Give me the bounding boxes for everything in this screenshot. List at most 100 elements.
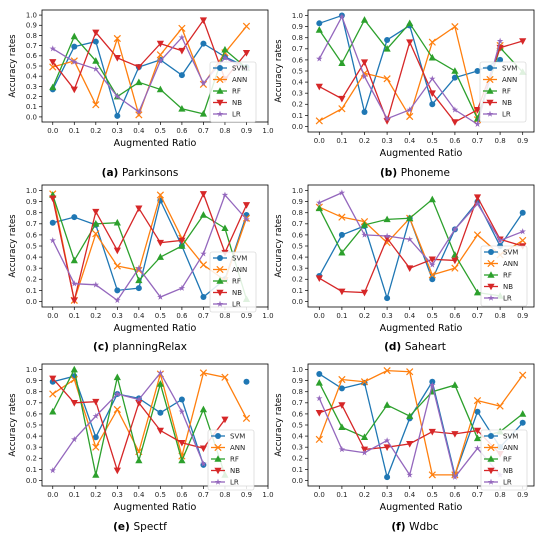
data-point-nb [92,398,100,406]
data-point-rf [178,242,186,249]
data-point-lr [221,191,229,198]
legend: SVM ANN RF NB LR [209,61,257,123]
data-point-nb [178,439,186,447]
data-point-nb [92,29,100,37]
data-point-lr [383,115,391,122]
data-point-rf [383,45,391,52]
data-point-rf [315,26,323,33]
data-point-lr [361,449,368,456]
y-tick-label: 0.2 [292,276,303,284]
legend-marker [486,110,494,117]
data-point-nb [49,59,57,66]
data-point-nb [242,202,251,209]
data-point-lr [49,237,56,244]
data-point-nb [473,427,482,435]
x-tick-label: 0.2 [90,312,101,320]
data-point-ann [338,105,346,113]
legend-label-ann: ANN [502,76,517,84]
x-tick-label: 0.8 [219,127,230,135]
data-point-svm [316,370,323,377]
data-point-lr [361,73,368,80]
data-point-nb [178,237,186,245]
panel-caption: (b) Phoneme [380,167,450,179]
x-tick-label: 0.9 [517,312,528,320]
legend-marker [216,87,224,94]
legend-marker [487,467,495,475]
legend-label-ann: ANN [232,266,247,274]
legend-label-rf: RF [232,278,241,286]
x-tick-label: 0.7 [198,127,209,135]
x-tick-label: 0.3 [382,312,393,320]
series-line-lr [319,191,523,266]
data-point-lr [49,467,56,474]
legend-label-rf: RF [503,456,512,464]
series-line-ann [318,369,524,476]
data-point-rf [383,401,391,408]
x-tick-label: 0.8 [495,312,506,320]
legend-box [479,61,527,123]
y-tick-label: 0.1 [26,103,37,111]
y-tick-label: 0.1 [292,466,303,474]
data-point-lr [135,264,143,271]
y-tick-label: 1.0 [26,366,37,374]
y-tick-label: 0.3 [26,83,37,91]
legend-label-nb: NB [230,467,240,475]
panel-caption: (d) Saheart [384,341,446,353]
y-tick-label: 0.0 [292,477,303,485]
y-tick-label: 0.6 [292,231,304,239]
legend-marker [216,265,224,274]
y-tick-label: 0.8 [26,209,37,217]
data-point-rf [49,83,57,91]
legend: SVM ANN RF NB LR [479,61,527,123]
data-point-nb [49,375,57,383]
legend-label-lr: LR [502,111,511,119]
data-point-lr [157,293,164,300]
legend-label-ann: ANN [503,260,518,268]
data-point-svm [338,385,345,392]
x-tick-label: 0.4 [404,312,416,320]
x-tick-label: 0.3 [382,491,393,499]
legend-label-nb: NB [502,99,512,107]
data-point-nb [315,83,323,91]
y-tick-label: 0.2 [292,455,303,463]
y-axis-label: Accuracy rates [274,39,284,103]
data-point-ann [92,101,100,109]
data-point-ann [451,264,459,272]
legend-label-svm: SVM [230,433,245,441]
x-tick-label: 0.5 [155,312,166,320]
data-point-ann [156,51,165,59]
legend-marker [214,443,222,452]
data-point-svm [114,112,121,119]
data-point-lr [243,215,250,223]
data-point-svm [384,474,391,481]
legend-marker [487,259,495,268]
x-tick-label: 0.6 [176,312,188,320]
x-tick-label: 0.4 [404,137,416,145]
y-tick-label: 0.6 [26,52,38,60]
data-point-ann [360,378,369,386]
data-point-ann [113,34,121,43]
x-tick-label: 0.7 [198,491,209,499]
data-point-nb [360,59,369,66]
data-point-rf [92,471,100,478]
y-tick-label: 0.4 [292,253,304,261]
y-tick-label: 0.7 [26,42,37,50]
data-point-svm [519,209,526,216]
y-tick-label: 0.9 [26,198,37,206]
y-tick-label: 0.5 [26,62,37,70]
data-point-ann [242,414,251,422]
legend-marker [487,65,493,71]
data-point-nb [406,265,414,272]
legend-label-nb: NB [503,283,513,291]
legend-marker [487,271,495,278]
y-tick-label: 0.9 [292,23,303,31]
data-point-rf [406,19,414,27]
chart-panel-f: 0.0 0.1 0.2 0.3 0.4 0.5 0.6 0.7 0.8 0.9 1.0 0.0 0.1 0… [274,363,535,533]
series-line-nb [318,195,523,294]
y-tick-label: 1.0 [292,12,303,20]
panel-caption: (f) Wdbc [391,521,439,533]
y-axis-label: Accuracy rates [274,214,284,278]
x-tick-label: 0.8 [219,491,230,499]
data-point-rf [199,405,208,413]
